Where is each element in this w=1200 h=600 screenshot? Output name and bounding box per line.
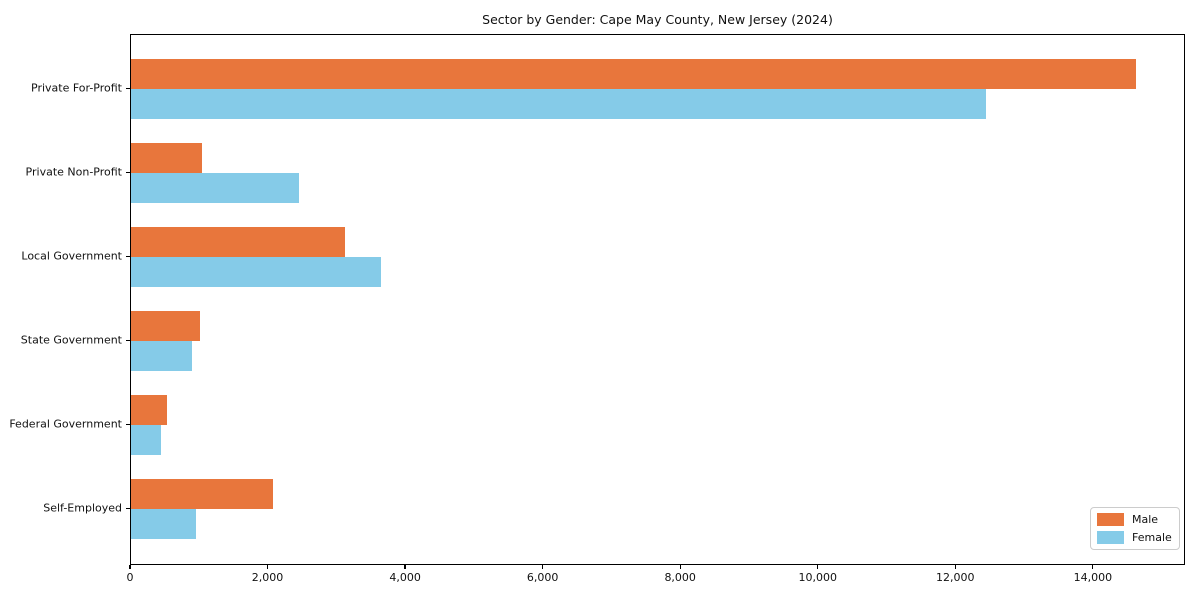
x-axis-tick-label: 12,000 (936, 571, 975, 584)
bar-male-3 (131, 227, 345, 257)
y-axis-category-label: State Government (20, 333, 122, 347)
bar-male-5 (131, 395, 167, 425)
bar-male-2 (131, 143, 202, 173)
bar-female-3 (131, 257, 381, 287)
x-axis-tick-label: 8,000 (664, 571, 696, 584)
y-axis-category-label: Federal Government (9, 417, 122, 431)
bar-male-1 (131, 59, 1136, 89)
x-axis-tick (817, 565, 819, 569)
chart-title: Sector by Gender: Cape May County, New J… (482, 12, 833, 27)
y-axis-category-label: Private For-Profit (31, 81, 122, 95)
bar-female-1 (131, 89, 986, 119)
bar-female-5 (131, 425, 162, 455)
y-axis-category-label: Self-Employed (43, 501, 122, 515)
y-axis-tick (126, 339, 130, 341)
x-axis-tick (129, 565, 131, 569)
x-axis-tick-label: 4,000 (389, 571, 421, 584)
male-legend-swatch (1097, 513, 1124, 526)
bar-female-2 (131, 173, 299, 203)
female-legend-label: Female (1132, 531, 1172, 544)
x-axis-tick (1092, 565, 1094, 569)
bar-female-4 (131, 341, 192, 371)
y-axis-tick (126, 423, 130, 425)
legend: Male Female (1090, 507, 1180, 550)
x-axis-tick (404, 565, 406, 569)
y-axis-tick (126, 507, 130, 509)
x-axis-tick-label: 0 (126, 571, 134, 584)
legend-item-female: Female (1097, 531, 1172, 544)
x-axis-tick (679, 565, 681, 569)
y-axis-tick (126, 171, 130, 173)
bar-male-4 (131, 311, 200, 341)
y-axis-category-label: Local Government (21, 249, 122, 263)
female-legend-swatch (1097, 531, 1124, 544)
bar-male-6 (131, 479, 273, 509)
x-axis-tick (542, 565, 544, 569)
legend-item-male: Male (1097, 513, 1171, 526)
y-axis-tick (126, 255, 130, 257)
x-axis-tick-label: 2,000 (251, 571, 284, 584)
x-axis-tick-label: 14,000 (1073, 571, 1113, 584)
bar-female-6 (131, 509, 197, 539)
x-axis-tick (954, 565, 956, 569)
male-legend-label: Male (1132, 513, 1159, 526)
x-axis-tick-label: 10,000 (798, 571, 837, 584)
y-axis-tick (126, 87, 130, 89)
x-axis-tick-label: 6,000 (526, 571, 559, 584)
y-axis-category-label: Private Non-Profit (25, 165, 122, 179)
plot-area (130, 34, 1185, 565)
x-axis-tick (266, 565, 269, 569)
